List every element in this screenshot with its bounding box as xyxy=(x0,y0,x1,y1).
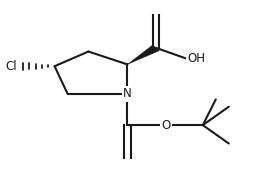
Text: OH: OH xyxy=(187,52,205,65)
Text: N: N xyxy=(123,87,132,100)
Text: Cl: Cl xyxy=(5,60,17,73)
Polygon shape xyxy=(127,45,159,64)
Text: O: O xyxy=(162,119,171,132)
